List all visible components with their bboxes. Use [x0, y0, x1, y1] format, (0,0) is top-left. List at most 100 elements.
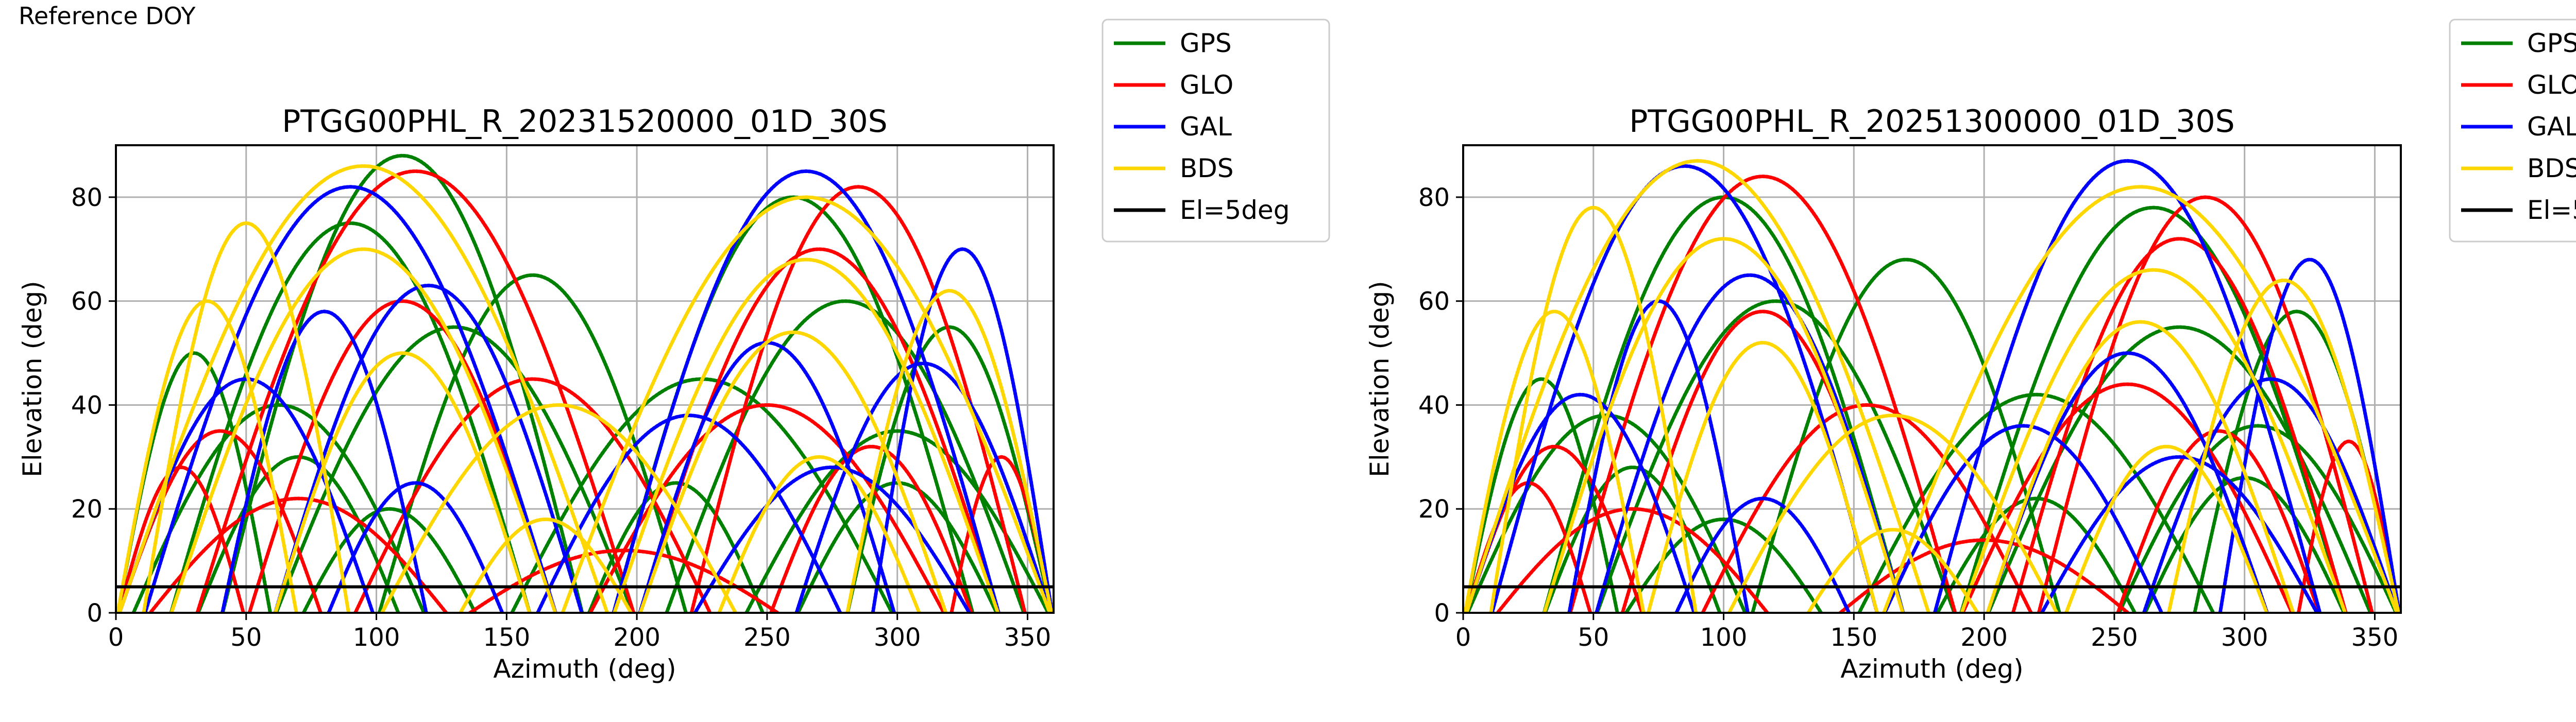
satellite-track: [2040, 455, 2319, 613]
legend-entry-el-5deg: El=5deg: [2461, 195, 2576, 225]
y-tick-label: 0: [87, 599, 103, 628]
satellite-track: [1674, 496, 1851, 613]
satellite-track: [1624, 517, 1824, 613]
satellite-track: [195, 169, 636, 613]
series-bds: [1463, 159, 2401, 613]
satellite-track: [1489, 205, 1698, 613]
legend-label: GPS: [1180, 28, 1232, 58]
satellite-track: [1463, 377, 1619, 613]
satellite-track: [2218, 257, 2401, 613]
satellite-track: [717, 455, 921, 613]
legend-entry-gal: GAL: [1114, 112, 1232, 142]
satellite-track: [796, 481, 999, 613]
satellite-track: [2117, 424, 2398, 613]
x-tick-label: 250: [2091, 623, 2138, 652]
satellite-track: [2116, 429, 2321, 613]
y-tick-label: 60: [1418, 287, 1450, 316]
satellite-track: [1806, 528, 1980, 613]
x-tick-label: 150: [1831, 623, 1878, 652]
satellite-track: [2166, 278, 2401, 613]
series-gps: [116, 153, 1054, 613]
y-tick-label: 40: [71, 391, 103, 420]
satellite-track: [871, 247, 1054, 613]
satellite-track: [2064, 444, 2269, 613]
satellite-track: [612, 257, 1000, 613]
x-tick-label: 150: [483, 623, 531, 652]
legend-entry-gps: GPS: [2461, 28, 2576, 58]
legend-entry-glo: GLO: [2461, 70, 2576, 100]
satellite-track: [638, 330, 948, 613]
satellite-track: [845, 288, 1054, 613]
satellite-track: [327, 481, 504, 613]
x-tick-label: 300: [2221, 623, 2268, 652]
x-tick-label: 200: [613, 623, 660, 652]
satellite-track: [535, 414, 842, 613]
y-tick-label: 40: [1418, 391, 1450, 420]
x-tick-label: 50: [1578, 623, 1609, 652]
chart-panel-1: 0 50 100 150 200 250 300 350 0 20 40 60 80 PTGG00PHL_…: [18, 19, 1330, 684]
legend-entry-gal: GAL: [2461, 112, 2576, 142]
y-tick-label: 20: [1418, 495, 1450, 524]
legend-label: GAL: [2527, 112, 2576, 142]
x-tick-label: 350: [1004, 623, 1052, 652]
legend-box: [1101, 19, 1330, 243]
satellite-track: [169, 221, 532, 613]
legend-label: GPS: [2527, 28, 2576, 58]
x-tick-label: 0: [1455, 623, 1471, 652]
satellite-track: [458, 517, 633, 613]
satellite-track: [1543, 465, 1722, 613]
x-tick-label: 100: [1700, 623, 1748, 652]
y-tick-label: 80: [71, 183, 103, 212]
satellite-track: [612, 169, 1001, 613]
satellite-track: [2296, 439, 2401, 613]
satellite-track: [274, 325, 635, 613]
satellite-track: [2143, 476, 2346, 613]
satellite-track: [1959, 205, 2348, 613]
satellite-track: [117, 164, 609, 613]
legend-label: GLO: [1180, 70, 1233, 100]
satellite-track: [148, 496, 449, 613]
legend-entry-el-5deg: El=5deg: [1114, 195, 1290, 225]
satellite-track: [561, 195, 1052, 613]
y-tick-label: 60: [71, 287, 103, 316]
satellite-track: [131, 403, 426, 613]
legend-box: [2449, 19, 2576, 243]
legend-label: GLO: [2527, 70, 2576, 100]
satellite-track: [116, 299, 298, 613]
figure-label: Reference DOY: [19, 2, 196, 30]
legend-label: GAL: [1180, 112, 1232, 142]
legend-entry-bds: BDS: [1114, 153, 1234, 183]
plot-area: [116, 153, 1054, 613]
axes-frame: [1462, 144, 2402, 614]
x-tick-label: 0: [108, 623, 124, 652]
satellite-track: [301, 507, 478, 613]
satellite-track: [692, 465, 972, 613]
satellite-track: [1935, 496, 2137, 613]
satellite-track: [1960, 382, 2294, 613]
axes-frame: [115, 144, 1055, 614]
satellite-track: [273, 283, 584, 613]
legend-entry-glo: GLO: [1114, 70, 1233, 100]
y-tick-label: 80: [1418, 183, 1450, 212]
x-tick-label: 50: [230, 623, 262, 652]
satellite-track: [1986, 325, 2372, 613]
satellite-track: [1495, 507, 1770, 613]
satellite-track: [142, 221, 351, 613]
series-gal: [117, 169, 1054, 613]
y-tick-label: 20: [71, 495, 103, 524]
satellite-track: [1882, 185, 2399, 613]
x-axis-label: Azimuth (deg): [1840, 654, 2023, 684]
x-tick-label: 100: [353, 623, 400, 652]
satellite-track: [1463, 310, 1646, 613]
x-tick-label: 200: [1960, 623, 2008, 652]
y-tick-label: 0: [1434, 599, 1450, 628]
x-tick-label: 300: [874, 623, 921, 652]
satellite-track: [1595, 299, 1957, 613]
legend-entry-bds: BDS: [2461, 153, 2576, 183]
chart-title: PTGG00PHL_R_20251300000_01D_30S: [1629, 104, 2234, 140]
x-tick-label: 250: [743, 623, 791, 652]
legend-label: BDS: [1180, 153, 1234, 183]
legend-label: BDS: [2527, 153, 2576, 183]
satellite-track: [1883, 424, 2164, 613]
